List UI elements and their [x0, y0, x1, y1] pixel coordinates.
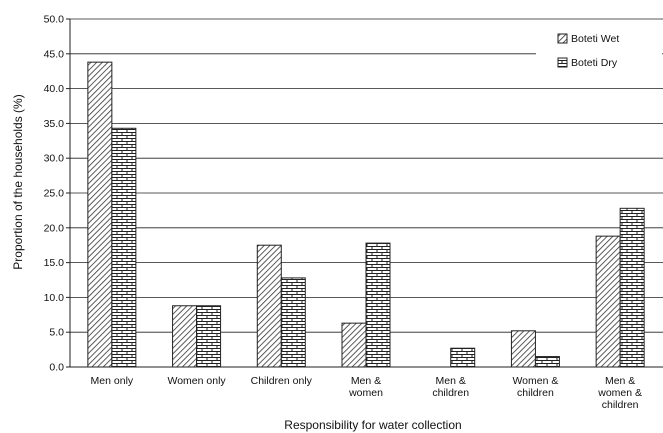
category-label: Women & [512, 375, 558, 387]
bar-boteti-dry [196, 305, 222, 368]
y-tick-label: 40.0 [44, 83, 65, 95]
bar-boteti-wet [87, 61, 113, 368]
legend-swatch [557, 33, 568, 44]
bar-boteti-dry [280, 277, 306, 368]
y-tick-label: 10.0 [44, 292, 65, 304]
y-tick-labels: 0.0 5.0 10.0 15.0 20.0 25.0 30.0 35.0 40.0 45.0 50… [44, 14, 65, 374]
category-label: Men only [91, 375, 134, 387]
y-tick-label: 30.0 [44, 153, 65, 165]
legend-background [536, 24, 662, 86]
bar-boteti-dry [619, 207, 645, 368]
category-label: women [348, 387, 383, 399]
legend-swatch [557, 57, 568, 68]
category-label: children [602, 399, 639, 411]
category-label: Children only [251, 375, 313, 387]
category-label: women & [597, 387, 642, 399]
bar-boteti-dry [111, 127, 137, 368]
bar-boteti-wet [510, 330, 536, 368]
category-label: children [517, 387, 554, 399]
category-label: children [432, 387, 469, 399]
legend-label: Boteti Dry [571, 57, 618, 69]
category-labels: Men only Women only Children only Men &wome… [91, 375, 642, 411]
category-label: Men & [436, 375, 466, 387]
y-tick-label: 0.0 [49, 362, 64, 374]
axes [69, 19, 663, 368]
bar-boteti-wet [341, 322, 367, 368]
legend: Boteti Wet Boteti Dry [536, 24, 662, 86]
bar-boteti-dry [534, 356, 560, 368]
x-axis-title: Responsibility for water collection [284, 418, 461, 432]
y-axis-title: Proportion of the households (%) [11, 94, 25, 269]
bar-boteti-wet [595, 235, 621, 368]
y-tick-label: 25.0 [44, 188, 65, 200]
y-tick-label: 35.0 [44, 118, 65, 130]
bar-boteti-dry [450, 347, 476, 368]
y-tick-label: 50.0 [44, 14, 65, 26]
y-tick-label: 5.0 [49, 327, 64, 339]
category-label: Men & [605, 375, 635, 387]
bar-boteti-wet [172, 305, 198, 368]
category-label: Women only [167, 375, 226, 387]
y-tick-label: 15.0 [44, 257, 65, 269]
y-tick-label: 20.0 [44, 222, 65, 234]
bar-boteti-wet [256, 244, 282, 368]
bars [87, 61, 645, 368]
legend-label: Boteti Wet [571, 33, 619, 45]
y-tick-label: 45.0 [44, 48, 65, 60]
category-label: Men & [351, 375, 381, 387]
bar-boteti-dry [365, 242, 391, 368]
